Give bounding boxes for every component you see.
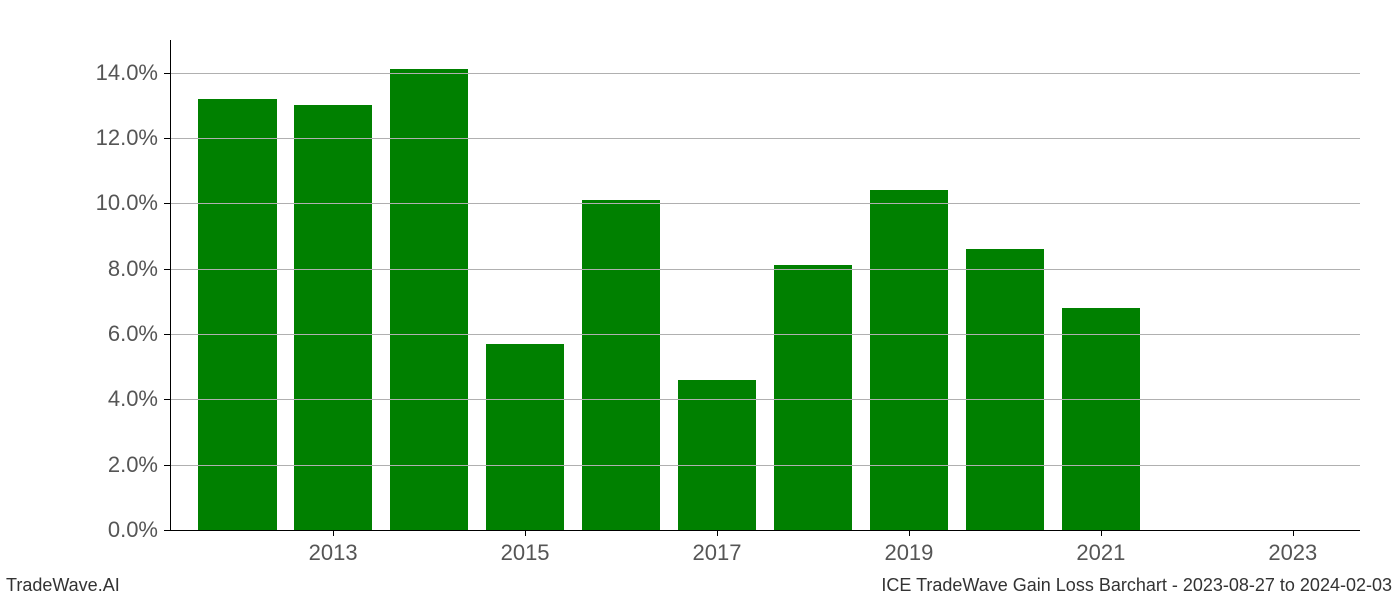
bar — [966, 249, 1045, 530]
y-tick-label: 14.0% — [96, 60, 170, 86]
y-tick-label: 6.0% — [108, 321, 170, 347]
y-tick-label: 2.0% — [108, 452, 170, 478]
gridline — [170, 138, 1360, 139]
chart-container: 0.0%2.0%4.0%6.0%8.0%10.0%12.0%14.0%20132… — [0, 0, 1400, 600]
gridline — [170, 203, 1360, 204]
bars-layer — [170, 40, 1360, 530]
y-axis-line — [170, 40, 171, 530]
bar — [774, 265, 853, 530]
bar — [1062, 308, 1141, 530]
plot-area: 0.0%2.0%4.0%6.0%8.0%10.0%12.0%14.0%20132… — [170, 40, 1360, 530]
bar — [870, 190, 949, 530]
gridline — [170, 465, 1360, 466]
bar — [582, 200, 661, 530]
gridline — [170, 73, 1360, 74]
y-tick-label: 0.0% — [108, 517, 170, 543]
gridline — [170, 269, 1360, 270]
y-tick-label: 12.0% — [96, 125, 170, 151]
gridline — [170, 334, 1360, 335]
y-tick-label: 10.0% — [96, 190, 170, 216]
footer-left-label: TradeWave.AI — [6, 575, 120, 596]
x-axis-line — [170, 530, 1360, 531]
footer-right-label: ICE TradeWave Gain Loss Barchart - 2023-… — [881, 575, 1392, 596]
y-tick-label: 8.0% — [108, 256, 170, 282]
y-tick-label: 4.0% — [108, 386, 170, 412]
gridline — [170, 399, 1360, 400]
bar — [678, 380, 757, 530]
bar — [294, 105, 373, 530]
bar — [486, 344, 565, 530]
